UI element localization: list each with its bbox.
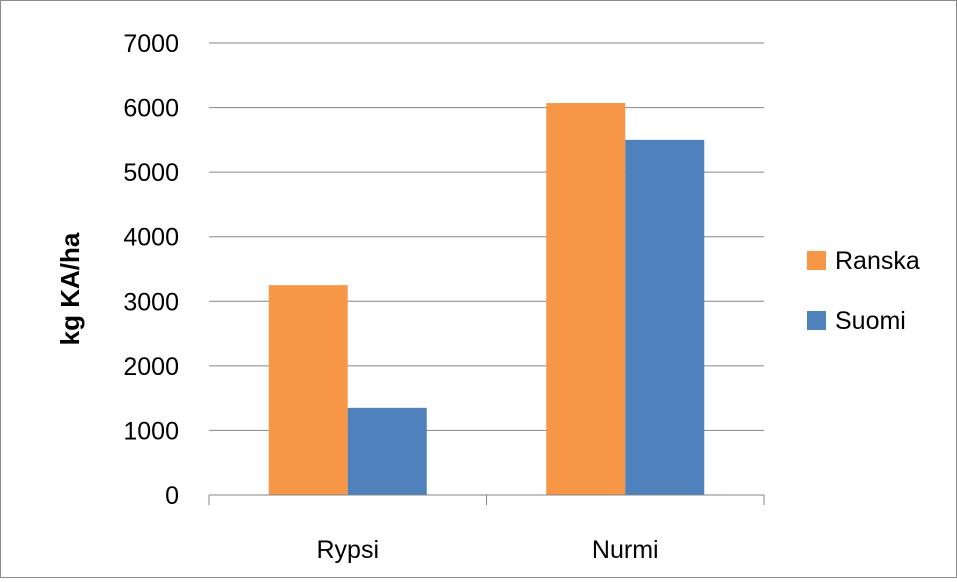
legend: Ranska Suomi [807,247,920,335]
y-tick-label: 3000 [123,288,179,316]
bar-suomi-nurmi [625,139,705,495]
bar-suomi-rypsi [347,407,427,495]
legend-label-ranska: Ranska [835,247,920,275]
axes [208,494,765,505]
y-tick-label: 4000 [123,224,179,252]
y-tick-label: 0 [165,482,179,510]
x-category-label: Nurmi [592,536,659,564]
y-tick-label: 7000 [123,30,179,58]
y-tick-label: 2000 [123,353,179,381]
y-axis-title: kg KA/ha [55,232,85,345]
legend-label-suomi: Suomi [835,307,906,335]
x-category-label: Rypsi [316,536,379,564]
bar-ranska-rypsi [268,285,348,495]
bars [268,103,705,496]
bar-ranska-nurmi [546,103,626,496]
y-tick-label: 1000 [123,417,179,445]
y-tick-label: 6000 [123,95,179,123]
legend-swatch-ranska [807,251,826,270]
labels: 0 1000 2000 3000 4000 5000 6000 7000 Rypsi Nurmi [123,30,658,564]
legend-swatch-suomi [807,311,826,330]
y-tick-label: 5000 [123,159,179,187]
